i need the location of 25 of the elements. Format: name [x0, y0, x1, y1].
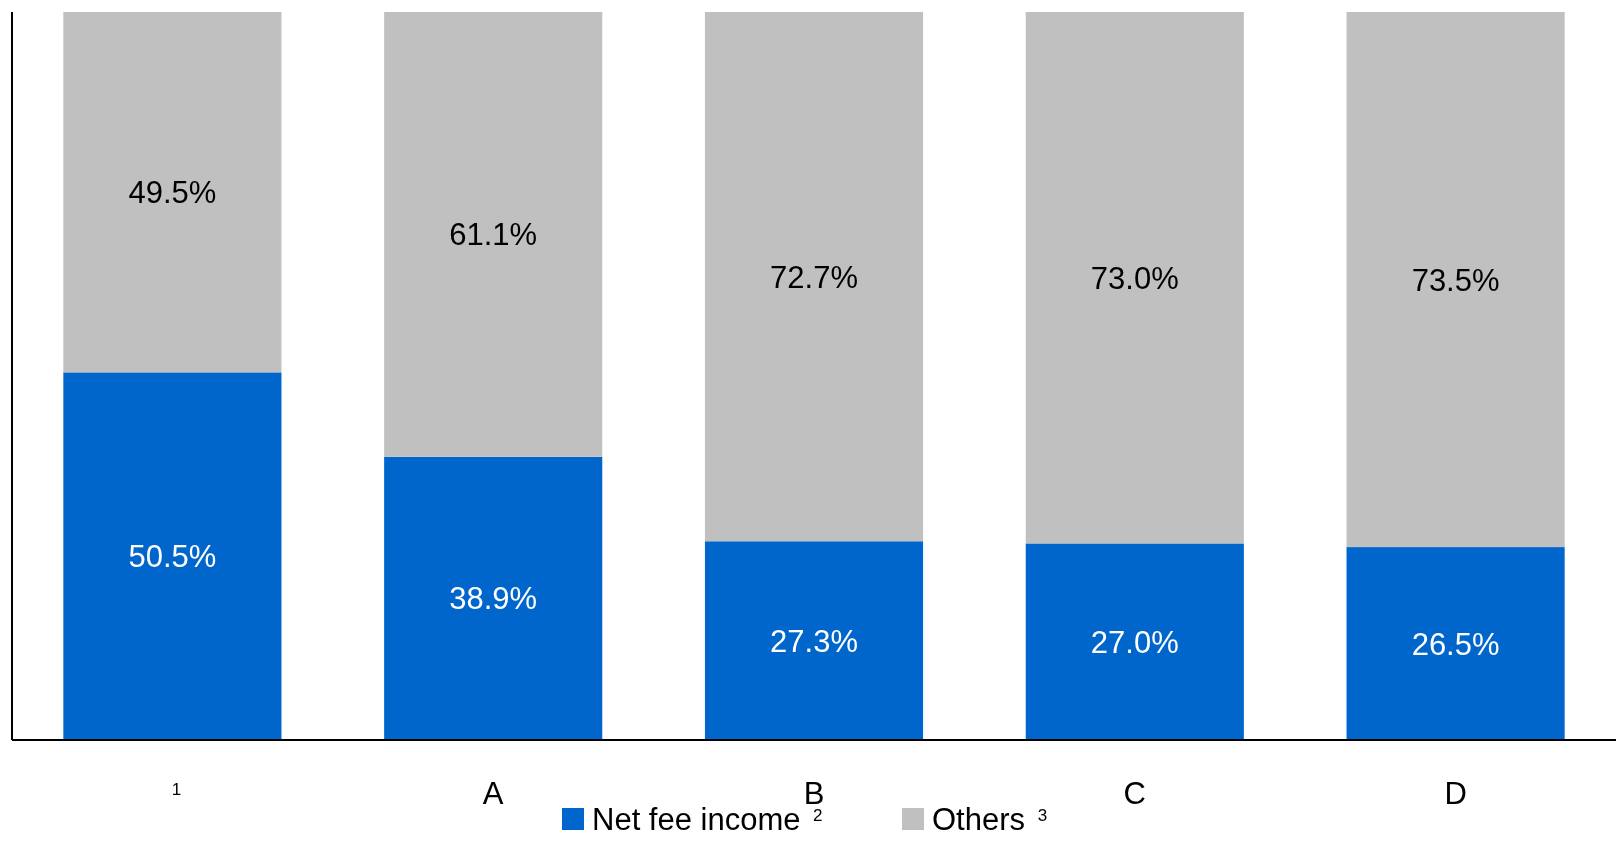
bar: [704, 12, 924, 542]
bar: [63, 12, 282, 373]
x-tick-label: 1: [171, 779, 182, 799]
bar: [1346, 12, 1565, 548]
bar: [63, 372, 282, 740]
data-label: 73.5%: [1411, 262, 1500, 298]
data-label: 50.5%: [128, 539, 217, 575]
data-label: 27.0%: [1090, 624, 1179, 660]
legend-label: Others $^{3}$: [932, 802, 1048, 837]
bar: [1346, 547, 1565, 740]
data-label: 27.3%: [770, 623, 858, 659]
data-label: 49.5%: [128, 175, 217, 211]
bar: [1025, 12, 1244, 544]
data-label: 72.7%: [770, 259, 858, 295]
data-label: 38.9%: [449, 581, 538, 617]
x-tick-label: A: [482, 776, 504, 811]
bar: [384, 12, 603, 457]
x-tick-label: D: [1444, 776, 1467, 811]
bar: [1025, 543, 1244, 740]
x-tick-label: C: [1123, 776, 1146, 811]
data-label: 26.5%: [1411, 626, 1500, 662]
bar: [704, 541, 924, 740]
data-label: 73.0%: [1090, 260, 1179, 296]
data-label: 61.1%: [449, 217, 538, 253]
bar: [384, 456, 603, 740]
